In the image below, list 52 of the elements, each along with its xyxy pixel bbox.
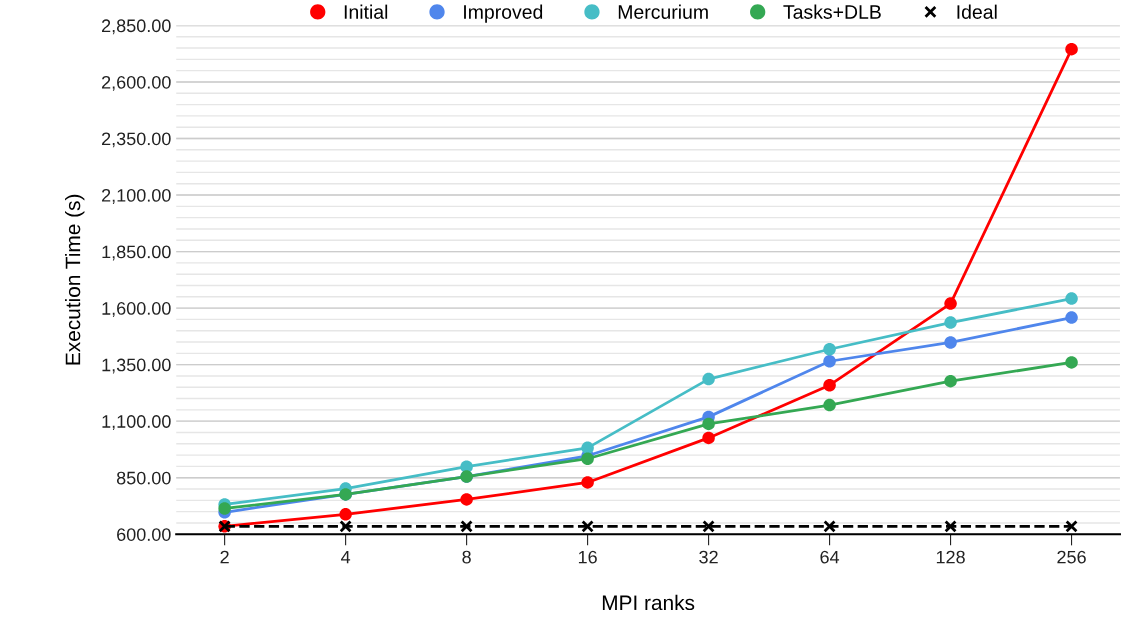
point bbox=[823, 355, 836, 368]
point bbox=[702, 417, 715, 431]
point bbox=[823, 520, 836, 533]
point bbox=[702, 520, 715, 533]
point bbox=[460, 493, 473, 506]
y-tick-label: 850.00 bbox=[116, 471, 171, 485]
point bbox=[944, 374, 957, 388]
legend-label: Ideal bbox=[957, 4, 997, 19]
x-tick-label: 2 bbox=[220, 550, 229, 564]
x-tick-label: 16 bbox=[578, 550, 597, 564]
x-tick-label: 4 bbox=[341, 550, 351, 564]
y-tick-label: 600.00 bbox=[117, 528, 171, 541]
x-tick-label: 128 bbox=[936, 550, 965, 564]
point bbox=[581, 441, 594, 455]
point bbox=[581, 476, 594, 489]
legend-label: Improved bbox=[464, 4, 543, 23]
point bbox=[702, 431, 715, 445]
y-tick-label: 2,100.00 bbox=[102, 188, 171, 204]
point bbox=[1065, 42, 1078, 56]
point bbox=[218, 502, 231, 515]
point bbox=[944, 336, 957, 349]
y-tick-label: 1,600.00 bbox=[102, 302, 171, 317]
point bbox=[1065, 520, 1078, 533]
y-axis-title: Execution Time (s) bbox=[65, 194, 85, 365]
point bbox=[823, 343, 836, 356]
x-tick-label: 32 bbox=[699, 550, 718, 564]
point bbox=[823, 378, 836, 392]
point bbox=[1065, 356, 1078, 369]
y-tick-label: 2,850.00 bbox=[102, 19, 171, 35]
legend-label: Tasks+DLB bbox=[783, 4, 881, 19]
point bbox=[1065, 292, 1078, 305]
point bbox=[944, 316, 957, 329]
point bbox=[944, 520, 957, 533]
x-tick-label: 256 bbox=[1057, 550, 1086, 564]
x-tick-label: 8 bbox=[462, 550, 471, 564]
x-tick-label: 64 bbox=[820, 550, 840, 564]
point bbox=[702, 372, 715, 386]
y-tick-label: 1,850.00 bbox=[102, 245, 171, 261]
legend-label: Mercurium bbox=[618, 4, 708, 19]
y-tick-label: 2,350.00 bbox=[102, 132, 171, 148]
legend-label: Initial bbox=[344, 4, 388, 19]
y-tick-label: 1,100.00 bbox=[102, 415, 171, 431]
point bbox=[339, 520, 352, 533]
point bbox=[944, 297, 957, 310]
point bbox=[581, 520, 594, 533]
x-axis-title: MPI ranks bbox=[602, 594, 695, 611]
point bbox=[460, 520, 473, 533]
point bbox=[823, 398, 836, 412]
y-tick-label: 1,350.00 bbox=[102, 358, 171, 374]
point bbox=[339, 508, 352, 521]
y-tick-label: 2,600.00 bbox=[102, 75, 171, 91]
point bbox=[1065, 311, 1078, 324]
